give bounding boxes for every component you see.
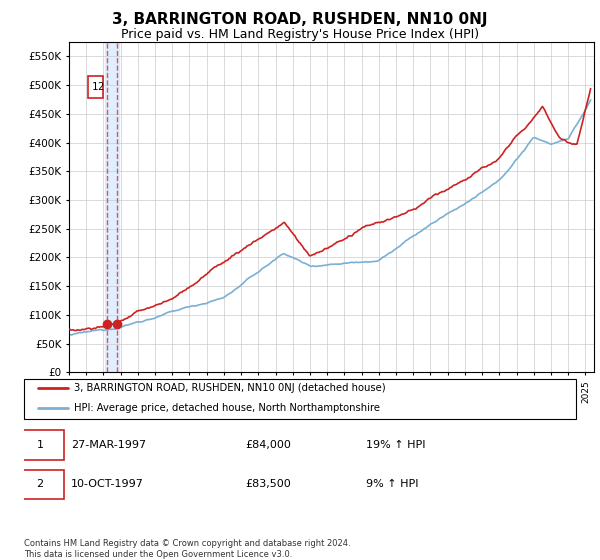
FancyBboxPatch shape bbox=[24, 379, 576, 419]
FancyBboxPatch shape bbox=[16, 431, 64, 460]
Text: 1: 1 bbox=[37, 440, 44, 450]
Text: Contains HM Land Registry data © Crown copyright and database right 2024.
This d: Contains HM Land Registry data © Crown c… bbox=[24, 539, 350, 559]
Text: 3, BARRINGTON ROAD, RUSHDEN, NN10 0NJ (detached house): 3, BARRINGTON ROAD, RUSHDEN, NN10 0NJ (d… bbox=[74, 383, 385, 393]
Bar bbox=[106, 42, 119, 372]
Text: Price paid vs. HM Land Registry's House Price Index (HPI): Price paid vs. HM Land Registry's House … bbox=[121, 28, 479, 41]
Text: 2: 2 bbox=[97, 82, 104, 92]
FancyBboxPatch shape bbox=[16, 470, 64, 499]
Bar bbox=[88, 77, 103, 99]
Text: 2: 2 bbox=[37, 479, 44, 489]
Text: 10-OCT-1997: 10-OCT-1997 bbox=[71, 479, 144, 489]
Text: 27-MAR-1997: 27-MAR-1997 bbox=[71, 440, 146, 450]
Text: 1: 1 bbox=[91, 82, 98, 92]
Text: 9% ↑ HPI: 9% ↑ HPI bbox=[366, 479, 419, 489]
Text: £84,000: £84,000 bbox=[245, 440, 290, 450]
Text: £83,500: £83,500 bbox=[245, 479, 290, 489]
Text: HPI: Average price, detached house, North Northamptonshire: HPI: Average price, detached house, Nort… bbox=[74, 403, 380, 413]
Text: 3, BARRINGTON ROAD, RUSHDEN, NN10 0NJ: 3, BARRINGTON ROAD, RUSHDEN, NN10 0NJ bbox=[112, 12, 488, 27]
Text: 19% ↑ HPI: 19% ↑ HPI bbox=[366, 440, 426, 450]
